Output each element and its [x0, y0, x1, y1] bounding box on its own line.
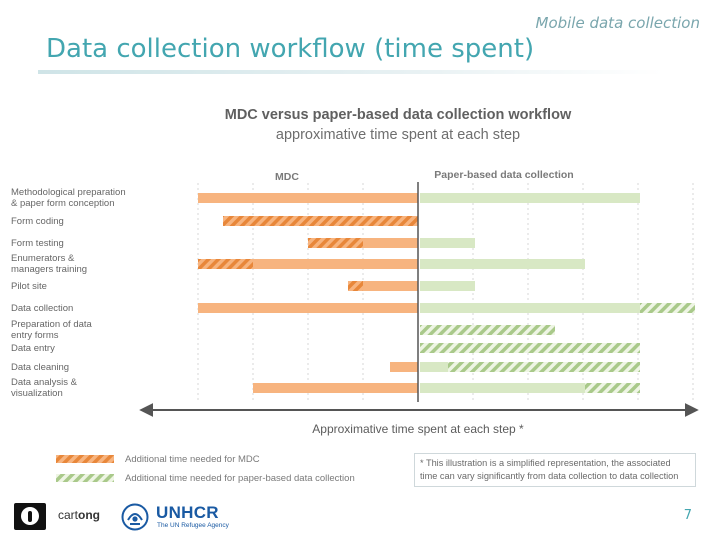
paper-bar: [420, 303, 640, 313]
row-label-line: & paper form conception: [11, 198, 115, 209]
unhcr-logo-name: UNHCR: [156, 503, 219, 522]
legend-mdc-label: Additional time needed for MDC: [125, 454, 260, 465]
paper-bar: [420, 362, 448, 372]
mdc-extra-bar: [198, 259, 253, 269]
row-label-line: entry forms: [11, 330, 59, 341]
slide-title: Data collection workflow (time spent): [46, 34, 535, 64]
mdc-extra-bar: [348, 281, 363, 291]
unhcr-emblem-icon: [121, 503, 149, 531]
mdc-bar: [198, 193, 418, 203]
row-label-line: Data cleaning: [11, 362, 69, 373]
row-label-line: Form testing: [11, 238, 64, 249]
row-label: Methodological preparation & paper form c…: [11, 187, 126, 209]
row-label-line: Methodological preparation: [11, 187, 126, 198]
cartong-logo-suffix: ong: [78, 508, 101, 522]
legend-mdc-swatch: [56, 455, 114, 463]
paper-bar: [420, 238, 475, 248]
unhcr-logo-tagline: The UN Refugee Agency: [157, 522, 229, 529]
row-label: Data collection: [11, 303, 73, 314]
paper-extra-bar: [420, 343, 640, 353]
row-label: Data analysis & visualization: [11, 377, 78, 399]
diagram-subtitle: approximative time spent at each step: [276, 127, 520, 143]
cartong-logo: cartong: [58, 508, 100, 522]
cartong-logo-prefix: cart: [58, 508, 79, 522]
legend-paper-label: Additional time needed for paper-based d…: [125, 473, 355, 484]
mdc-extra-bar: [308, 238, 363, 248]
legend-paper-swatch: [56, 474, 114, 482]
paper-bar: [420, 259, 585, 269]
row-label-line: Data entry: [11, 343, 55, 354]
row-label: Form coding: [11, 216, 64, 227]
mdc-column-header: MDC: [275, 171, 299, 183]
row-label: Pilot site: [11, 281, 47, 292]
mdc-bar: [253, 383, 418, 393]
row-label: Form testing: [11, 238, 64, 249]
row-label-line: Enumerators &: [11, 253, 75, 264]
paper-bar: [420, 383, 585, 393]
diagram-title: MDC versus paper-based data collection w…: [225, 107, 572, 123]
row-label: Preparation of data entry forms: [11, 319, 93, 341]
row-label-line: visualization: [11, 388, 63, 399]
time-axis-label: Approximative time spent at each step *: [312, 422, 524, 436]
row-labels: Methodological preparation & paper form c…: [11, 187, 126, 399]
title-rule: [38, 70, 664, 74]
bars: [198, 193, 695, 393]
row-label-line: Form coding: [11, 216, 64, 227]
paper-bar: [420, 281, 475, 291]
row-label-line: Data collection: [11, 303, 73, 314]
mdc-bar: [363, 281, 418, 291]
mdc-bar: [390, 362, 418, 372]
row-label: Data entry: [11, 343, 55, 354]
row-label: Data cleaning: [11, 362, 69, 373]
paper-extra-bar: [448, 362, 640, 372]
paper-extra-bar: [640, 303, 695, 313]
footnote-box: * This illustration is a simplified repr…: [414, 453, 696, 487]
mdc-bar: [198, 303, 418, 313]
paper-column-header: Paper-based data collection: [434, 169, 573, 181]
page-number: 7: [683, 508, 692, 523]
slide-subtitle: Mobile data collection: [535, 14, 701, 32]
row-label-line: Pilot site: [11, 281, 47, 292]
row-label-line: managers training: [11, 264, 87, 275]
cartong-emblem-logo: [14, 503, 46, 530]
row-label-line: Preparation of data: [11, 319, 93, 330]
row-label: Enumerators & managers training: [11, 253, 87, 275]
mdc-bar: [253, 259, 418, 269]
mdc-extra-bar: [223, 216, 418, 226]
row-label-line: Data analysis &: [11, 377, 78, 388]
mdc-bar: [363, 238, 418, 248]
paper-extra-bar: [585, 383, 640, 393]
paper-extra-bar: [420, 325, 555, 335]
paper-bar: [420, 193, 640, 203]
